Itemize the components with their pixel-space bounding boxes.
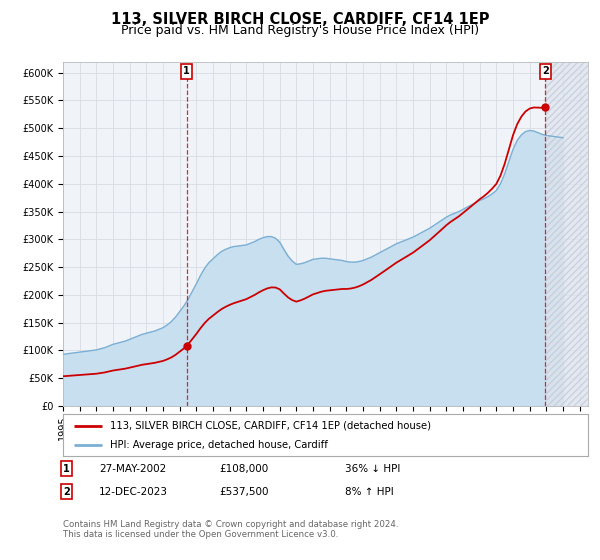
Text: 12-DEC-2023: 12-DEC-2023 <box>99 487 168 497</box>
Text: £537,500: £537,500 <box>219 487 269 497</box>
Text: 36% ↓ HPI: 36% ↓ HPI <box>345 464 400 474</box>
Text: 1: 1 <box>63 464 70 474</box>
Text: 2: 2 <box>63 487 70 497</box>
Bar <box>545 62 588 406</box>
Text: Contains HM Land Registry data © Crown copyright and database right 2024.
This d: Contains HM Land Registry data © Crown c… <box>63 520 398 539</box>
Text: HPI: Average price, detached house, Cardiff: HPI: Average price, detached house, Card… <box>110 440 328 450</box>
Text: 2: 2 <box>542 66 549 76</box>
Text: £108,000: £108,000 <box>219 464 268 474</box>
Text: 113, SILVER BIRCH CLOSE, CARDIFF, CF14 1EP: 113, SILVER BIRCH CLOSE, CARDIFF, CF14 1… <box>111 12 489 27</box>
Text: 113, SILVER BIRCH CLOSE, CARDIFF, CF14 1EP (detached house): 113, SILVER BIRCH CLOSE, CARDIFF, CF14 1… <box>110 421 431 431</box>
Text: 8% ↑ HPI: 8% ↑ HPI <box>345 487 394 497</box>
Text: Price paid vs. HM Land Registry's House Price Index (HPI): Price paid vs. HM Land Registry's House … <box>121 24 479 37</box>
Text: 1: 1 <box>183 66 190 76</box>
Text: 27-MAY-2002: 27-MAY-2002 <box>99 464 166 474</box>
